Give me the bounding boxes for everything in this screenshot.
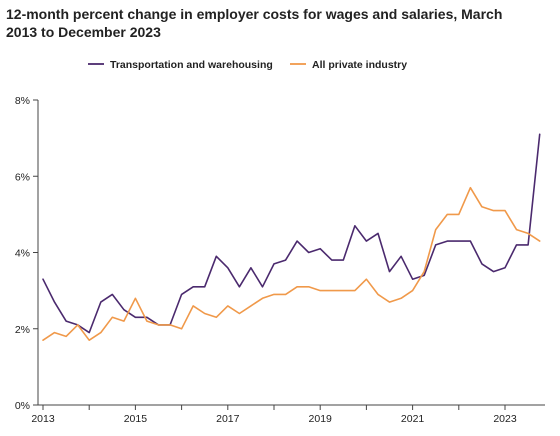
y-tick-label: 0% — [15, 400, 30, 412]
legend-label: Transportation and warehousing — [110, 59, 273, 71]
y-tick-label: 8% — [15, 95, 30, 107]
series-line-transportation — [42, 133, 541, 334]
x-tick-label: 2017 — [216, 413, 240, 425]
y-tick-label: 4% — [15, 248, 30, 260]
x-tick-label: 2021 — [401, 413, 425, 425]
y-tick-label: 6% — [15, 171, 30, 183]
series-line-all-private — [42, 186, 541, 342]
y-tick-label: 2% — [15, 324, 30, 336]
x-tick-label: 2019 — [309, 413, 333, 425]
legend-label: All private industry — [312, 59, 407, 71]
x-tick-label: 2023 — [493, 413, 517, 425]
x-tick-label: 2013 — [31, 413, 55, 425]
x-tick-label: 2015 — [124, 413, 148, 425]
chart-title: 12-month percent change in employer cost… — [6, 6, 503, 40]
